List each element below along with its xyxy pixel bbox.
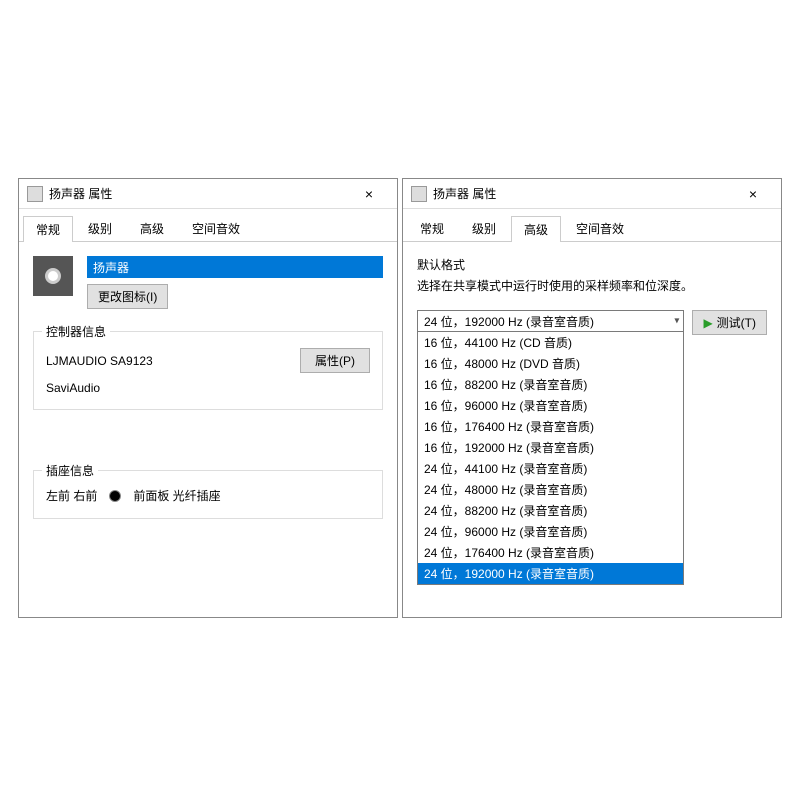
tab-content-advanced: 默认格式 选择在共享模式中运行时使用的采样频率和位深度。 24 位，192000… [403,242,781,617]
window-title: 扬声器 属性 [49,185,349,202]
format-option[interactable]: 24 位，88200 Hz (录音室音质) [418,500,683,521]
tab-content-general: 更改图标(I) 控制器信息 LJMAUDIO SA9123 属性(P) Savi… [19,242,397,617]
section-description: 选择在共享模式中运行时使用的采样频率和位深度。 [417,277,767,296]
chevron-down-icon: ▾ [674,316,679,327]
window-icon [411,186,427,202]
device-name-input[interactable] [87,256,383,278]
format-option[interactable]: 16 位，176400 Hz (录音室音质) [418,416,683,437]
close-button[interactable]: × [733,186,773,202]
titlebar: 扬声器 属性 × [403,179,781,209]
close-button[interactable]: × [349,186,389,202]
speaker-properties-window-general: 扬声器 属性 × 常规级别高级空间音效 更改图标(I) 控制器信息 LJMAUD… [18,178,398,618]
jack-info-group: 插座信息 左前 右前 前面板 光纤插座 [33,470,383,519]
combo-selected[interactable]: 24 位，192000 Hz (录音室音质) ▾ [417,310,684,332]
jack-description: 前面板 光纤插座 [133,487,220,504]
jack-indicator-icon [109,490,121,502]
controller-properties-button[interactable]: 属性(P) [300,348,370,373]
jack-group-title: 插座信息 [42,462,98,479]
tab-3[interactable]: 空间音效 [563,215,637,241]
sample-format-combo[interactable]: 24 位，192000 Hz (录音室音质) ▾ 16 位，44100 Hz (… [417,310,684,332]
tab-2[interactable]: 高级 [511,216,561,242]
test-button-label: 测试(T) [717,316,756,330]
format-option[interactable]: 24 位，48000 Hz (录音室音质) [418,479,683,500]
test-button[interactable]: ▶ 测试(T) [692,310,767,335]
controller-name: LJMAUDIO SA9123 [46,354,153,368]
combo-dropdown: 16 位，44100 Hz (CD 音质)16 位，48000 Hz (DVD … [417,331,684,585]
controller-vendor: SaviAudio [46,381,370,395]
window-title: 扬声器 属性 [433,185,733,202]
tab-2[interactable]: 高级 [127,215,177,241]
device-row: 更改图标(I) [33,256,383,309]
tab-3[interactable]: 空间音效 [179,215,253,241]
window-icon [27,186,43,202]
change-icon-button[interactable]: 更改图标(I) [87,284,168,309]
titlebar: 扬声器 属性 × [19,179,397,209]
speaker-icon [33,256,73,296]
format-option[interactable]: 16 位，96000 Hz (录音室音质) [418,395,683,416]
controller-group-title: 控制器信息 [42,323,110,340]
combo-selected-text: 24 位，192000 Hz (录音室音质) [424,313,594,330]
format-option[interactable]: 16 位，48000 Hz (DVD 音质) [418,353,683,374]
jack-channels: 左前 右前 [46,487,97,504]
section-title: 默认格式 [417,256,767,273]
speaker-properties-window-advanced: 扬声器 属性 × 常规级别高级空间音效 默认格式 选择在共享模式中运行时使用的采… [402,178,782,618]
format-option[interactable]: 16 位，88200 Hz (录音室音质) [418,374,683,395]
tab-1[interactable]: 级别 [75,215,125,241]
controller-info-group: 控制器信息 LJMAUDIO SA9123 属性(P) SaviAudio [33,331,383,410]
format-option[interactable]: 16 位，192000 Hz (录音室音质) [418,437,683,458]
format-option[interactable]: 24 位，192000 Hz (录音室音质) [418,563,683,584]
tab-strip: 常规级别高级空间音效 [403,209,781,242]
tab-0[interactable]: 常规 [23,216,73,242]
tab-1[interactable]: 级别 [459,215,509,241]
tab-strip: 常规级别高级空间音效 [19,209,397,242]
format-option[interactable]: 24 位，44100 Hz (录音室音质) [418,458,683,479]
tab-0[interactable]: 常规 [407,215,457,241]
play-icon: ▶ [703,316,712,330]
format-option[interactable]: 24 位，176400 Hz (录音室音质) [418,542,683,563]
format-option[interactable]: 16 位，44100 Hz (CD 音质) [418,332,683,353]
format-option[interactable]: 24 位，96000 Hz (录音室音质) [418,521,683,542]
